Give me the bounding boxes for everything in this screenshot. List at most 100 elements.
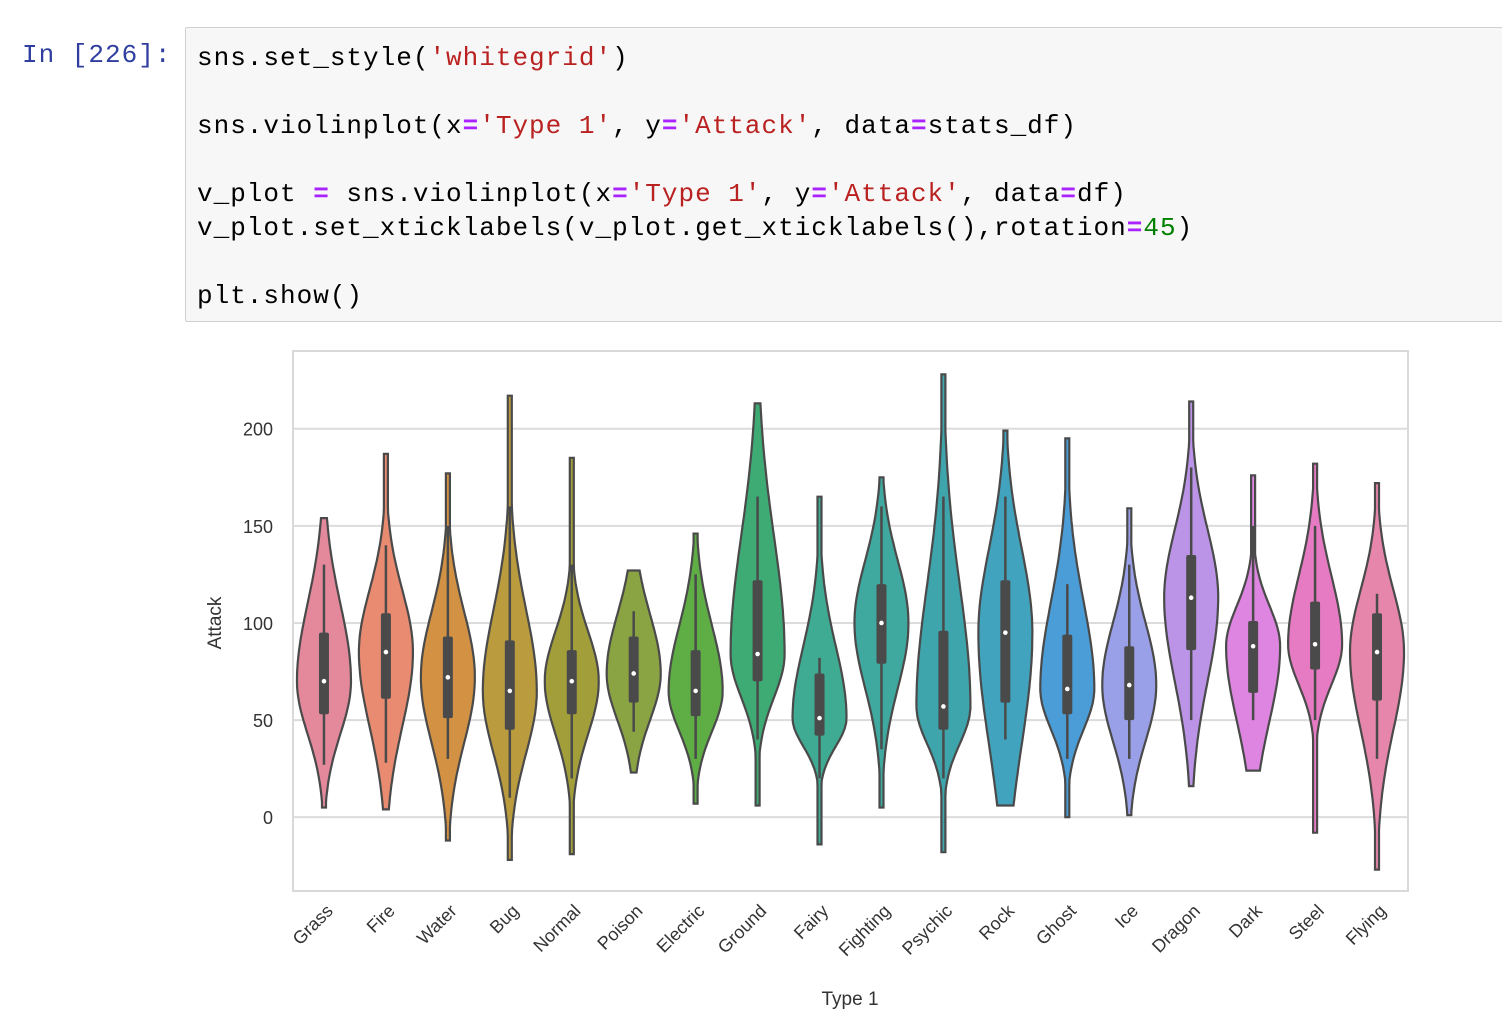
violin-median [321, 678, 327, 684]
code-cell[interactable]: sns.set_style('whitegrid') sns.violinplot… [185, 27, 1502, 322]
violin-iqr-box [504, 640, 515, 730]
code-line: sns.set_style('whitegrid') [197, 41, 1193, 75]
violin-median [569, 678, 575, 684]
code-token: 45 [1143, 213, 1177, 243]
x-tick-label: Bug [486, 901, 523, 938]
violin-iqr-box [1000, 580, 1011, 703]
violin-poison [605, 569, 662, 774]
violin-fighting [853, 476, 910, 809]
x-tick-label: Fairy [790, 901, 832, 943]
x-tick-label: Flying [1342, 901, 1390, 949]
violin-iqr-box [1062, 634, 1073, 715]
violin-rock [977, 429, 1034, 807]
code-token: = [313, 179, 330, 209]
code-token: 'whitegrid' [429, 43, 613, 73]
code-token: ) [612, 43, 629, 73]
violin-psychic [915, 373, 972, 854]
code-token: sns.set_style( [197, 43, 430, 73]
violin-median [1188, 595, 1194, 600]
violin-grass [295, 516, 353, 809]
code-token: ) [1176, 213, 1194, 243]
code-token: v_plot.set_xticklabels(v_plot.get_xtickl… [197, 213, 1127, 243]
violin-median [941, 704, 946, 709]
x-tick-label: Dark [1225, 900, 1267, 942]
x-tick-label: Fighting [835, 901, 894, 960]
violin-flying [1348, 482, 1406, 871]
violin-iqr-box [938, 630, 949, 730]
violin-median [1065, 686, 1070, 692]
violin-median [879, 620, 884, 626]
violin-ice [1101, 507, 1158, 817]
code-token: = [1060, 179, 1077, 209]
violin-iqr-box [318, 632, 329, 715]
violin-iqr-box [1248, 621, 1259, 693]
code-editor[interactable]: sns.set_style('whitegrid') sns.violinplot… [197, 41, 1193, 313]
violin-iqr-box [1186, 554, 1197, 651]
code-token: = [910, 111, 928, 141]
code-token: 'Type 1' [479, 111, 613, 141]
violin-median [445, 675, 451, 680]
violin-median [1312, 642, 1318, 647]
x-tick-label: Dragon [1148, 901, 1204, 957]
x-tick-label: Water [413, 901, 461, 949]
violin-iqr-box [752, 580, 763, 682]
code-token: 'Attack' [827, 179, 961, 209]
code-line: sns.violinplot(x='Type 1', y='Attack', d… [197, 109, 1193, 143]
y-tick-label: 100 [243, 614, 273, 634]
violin-median [507, 688, 513, 694]
violin-iqr-box [814, 673, 825, 736]
y-axis-label: Attack [205, 596, 226, 649]
violin-water [419, 472, 476, 842]
violin-ghost [1039, 437, 1096, 819]
x-tick-label: Fire [363, 901, 399, 937]
plot-area [292, 350, 1409, 892]
y-tick-label: 150 [243, 517, 273, 537]
violin-median [817, 715, 822, 721]
violin-fire [357, 452, 414, 811]
x-tick-label: Ice [1111, 901, 1142, 932]
violin-iqr-box [1310, 601, 1321, 670]
x-axis-label: Type 1 [821, 989, 878, 1010]
x-tick-label: Poison [593, 901, 646, 954]
x-tick-label: Grass [289, 901, 337, 949]
code-token: = [612, 179, 629, 209]
code-token: sns.violinplot(x [197, 111, 463, 141]
y-tick-label: 200 [243, 420, 273, 440]
input-prompt: In [226]: [22, 40, 172, 70]
code-token: v_plot [197, 179, 314, 209]
code-token: = [661, 111, 679, 141]
code-token: df) [1077, 179, 1127, 209]
violin-ground [729, 402, 786, 807]
x-tick-label: Electric [653, 901, 709, 957]
violin-bug [481, 394, 538, 862]
code-token: stats_df) [927, 111, 1077, 141]
violin-median [1374, 649, 1380, 655]
violin-median [693, 688, 698, 694]
x-tick-label: Psychic [898, 901, 956, 959]
violin-electric [667, 532, 724, 805]
violin-iqr-box [1372, 613, 1383, 701]
x-tick-label: Normal [529, 901, 584, 956]
code-token: 'Attack' [678, 111, 812, 141]
code-line: v_plot = sns.violinplot(x='Type 1', y='A… [197, 177, 1193, 211]
x-tick-label: Rock [975, 900, 1019, 944]
code-token: , y [612, 111, 662, 141]
x-tick-label: Ghost [1032, 901, 1080, 949]
violin-iqr-box [628, 636, 639, 703]
y-tick-label: 50 [253, 711, 273, 731]
violin-median [1250, 643, 1256, 649]
code-line: v_plot.set_xticklabels(v_plot.get_xtickl… [197, 211, 1193, 245]
code-line: plt.show() [197, 279, 1193, 313]
code-token: = [462, 111, 480, 141]
violin-dragon [1163, 400, 1220, 788]
code-token: plt.show() [197, 281, 364, 311]
x-tick-label: Steel [1285, 901, 1328, 944]
code-token: sns.violinplot(x [329, 179, 613, 209]
violin-median [383, 649, 389, 655]
code-token: = [811, 179, 828, 209]
code-token: 'Type 1' [628, 179, 762, 209]
x-tick-label: Ground [714, 901, 771, 958]
violin-normal [543, 456, 600, 856]
code-token: , data [811, 111, 911, 141]
